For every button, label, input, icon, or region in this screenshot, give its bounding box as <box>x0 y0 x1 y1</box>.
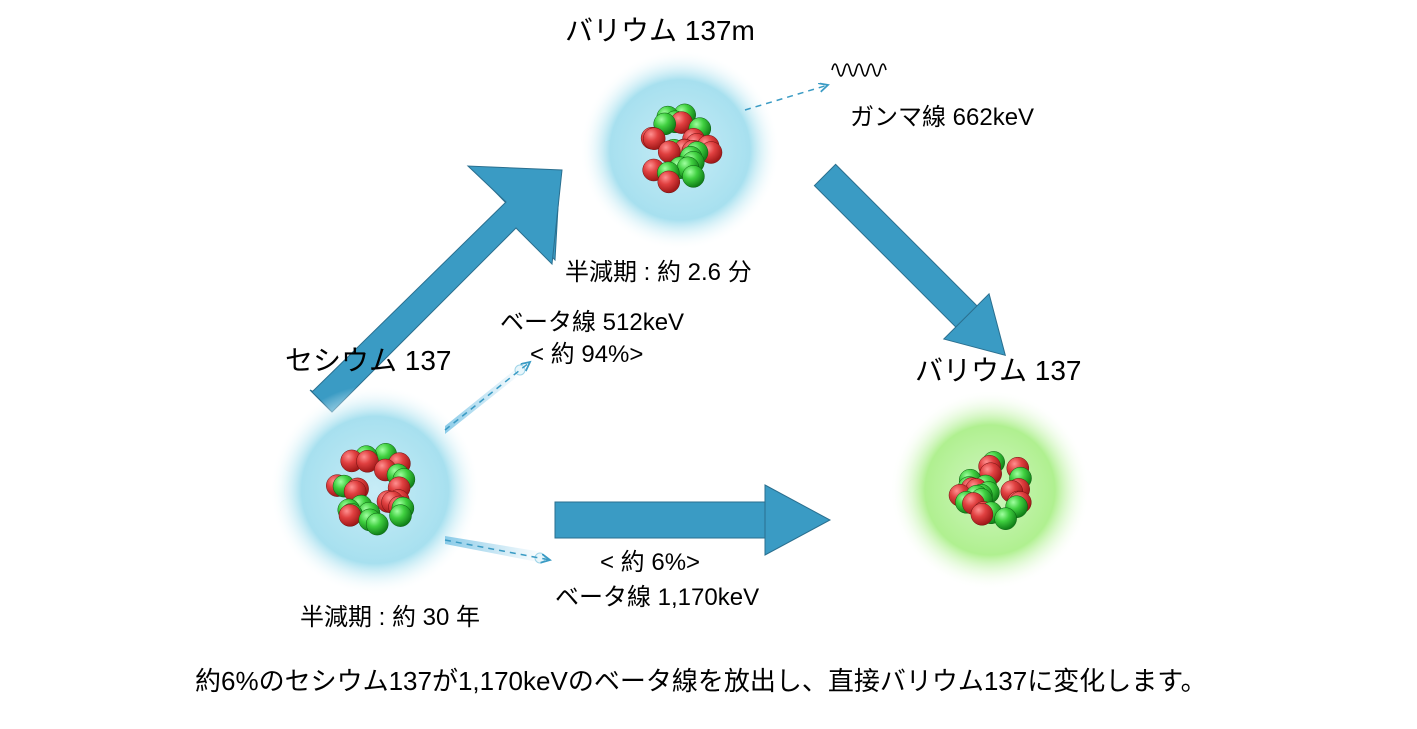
title-cesium137: セシウム 137 <box>285 345 452 376</box>
caption: 約6%のセシウム137が1,170keVのベータ線を放出し、直接バリウム137に… <box>195 666 1207 696</box>
beta-upper-line1: ベータ線 512keV <box>500 309 684 336</box>
arrow-ba137m-to-ba137 <box>802 152 1028 378</box>
beta-upper-line2: < 約 94%> <box>530 341 643 368</box>
gamma-label: ガンマ線 662keV <box>850 104 1034 131</box>
title-barium137m: バリウム 137m <box>565 15 755 46</box>
title-barium137: バリウム 137 <box>915 355 1082 386</box>
beta-lower-line2: ベータ線 1,170keV <box>555 584 759 611</box>
halflife-barium137m: 半減期 : 約 2.6 分 <box>565 259 752 286</box>
halflife-cesium137: 半減期 : 約 30 年 <box>300 604 480 631</box>
gamma-squiggle-icon <box>832 64 886 76</box>
beta-ray-upper <box>445 362 530 434</box>
beta-lower-line1: < 約 6%> <box>600 549 700 576</box>
arrow-cs-to-ba137-direct <box>555 485 830 555</box>
node-cesium137 <box>270 385 480 595</box>
